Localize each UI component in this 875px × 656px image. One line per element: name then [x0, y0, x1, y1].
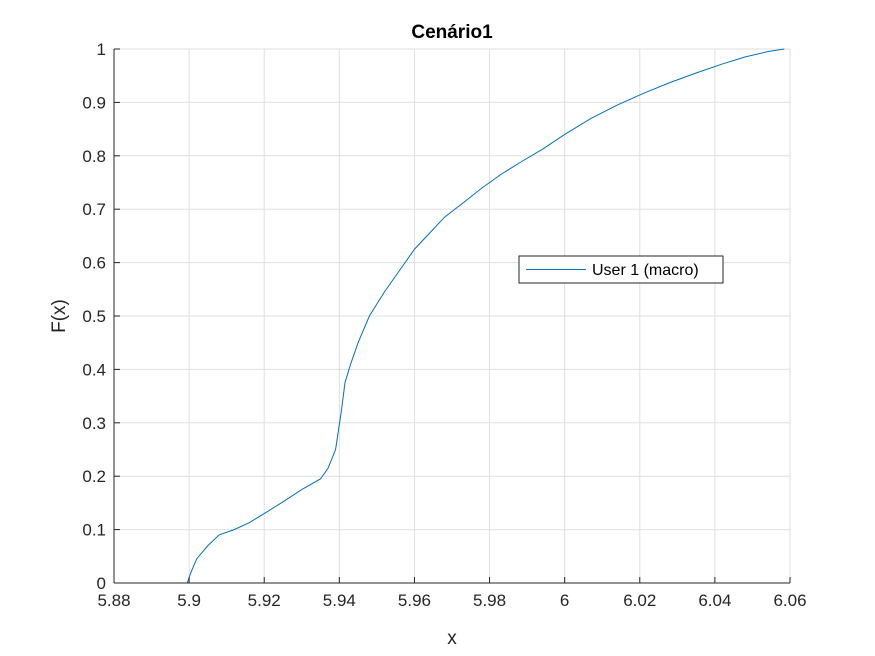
x-tick-label: 5.94	[323, 591, 356, 610]
x-tick-label: 6.04	[698, 591, 731, 610]
y-tick-label: 0.2	[82, 467, 106, 486]
y-tick-label: 0.9	[82, 93, 106, 112]
x-axis-label: x	[447, 628, 457, 649]
x-tick-label: 5.98	[473, 591, 506, 610]
legend-label: User 1 (macro)	[592, 262, 699, 279]
y-tick-label: 0.5	[82, 307, 106, 326]
y-tick-label: 0.1	[82, 521, 106, 540]
y-tick-label: 1	[97, 40, 106, 59]
legend: User 1 (macro)	[518, 255, 724, 284]
y-tick-label: 0.8	[82, 147, 106, 166]
x-tick-label: 5.9	[177, 591, 201, 610]
x-tick-labels: 5.88 5.9 5.92 5.94 5.96 5.98 6 6.02 6.04 6.06	[97, 591, 806, 610]
axes-frame	[113, 48, 791, 584]
series-line-user-1	[186, 48, 785, 584]
y-tick-label: 0.3	[82, 414, 106, 433]
x-tick-label: 6.02	[623, 591, 656, 610]
y-tick-label: 0	[97, 574, 106, 593]
x-tick-label: 5.96	[398, 591, 431, 610]
y-axis-label: F(x)	[49, 299, 70, 333]
y-tick-labels: 0 0.1 0.2 0.3 0.4 0.5 0.6 0.7 0.8 0.9 1	[82, 40, 106, 593]
x-tick-label: 5.92	[248, 591, 281, 610]
x-tick-label: 5.88	[97, 591, 130, 610]
x-tick-label: 6.06	[773, 591, 806, 610]
y-tick-label: 0.6	[82, 254, 106, 273]
chart-title: Cenário1	[411, 22, 493, 43]
y-tick-label: 0.7	[82, 200, 106, 219]
y-tick-label: 0.4	[82, 360, 106, 379]
x-tick-label: 6	[560, 591, 569, 610]
series-layer	[186, 48, 785, 584]
